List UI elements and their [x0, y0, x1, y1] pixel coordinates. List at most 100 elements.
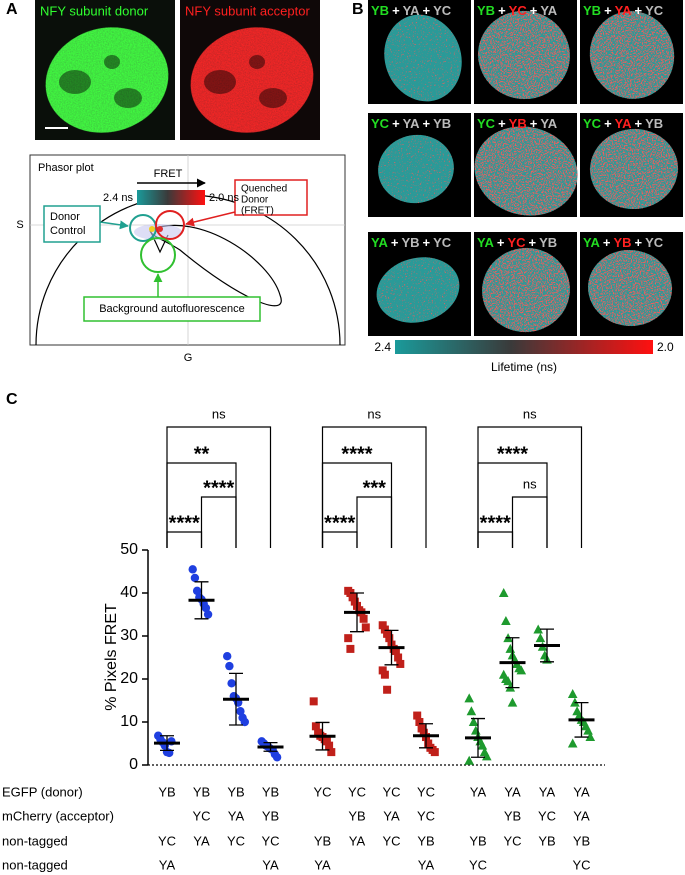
row-value: YC [158, 833, 176, 848]
row-value: YB [504, 808, 521, 823]
significance-label: ns [523, 406, 537, 421]
data-point [309, 697, 318, 706]
row-value: YA [573, 784, 590, 799]
data-point [498, 588, 509, 597]
row-value: YA [314, 857, 331, 872]
row-value: YB [348, 808, 365, 823]
row-value: YA [349, 833, 366, 848]
significance-bracket [321, 531, 358, 548]
row-value: YC [417, 784, 435, 799]
row-value: YC [503, 833, 521, 848]
row-value: YB [158, 784, 175, 799]
tile-label-part: + [604, 116, 612, 131]
tile-label: YB + YA + YC [583, 3, 664, 18]
fret-speckle [384, 14, 462, 102]
data-point [348, 593, 357, 602]
data-point [516, 665, 527, 675]
data-point [311, 722, 320, 731]
y-tick-label: 40 [120, 584, 138, 601]
row-value: YC [469, 857, 487, 872]
y-tick-label: 0 [129, 756, 138, 773]
data-point [385, 634, 394, 643]
tile-label-part: YB [433, 116, 451, 131]
significance-label: ns [367, 406, 381, 421]
lifetime-colorbar [395, 340, 653, 354]
row-value: YA [228, 808, 245, 823]
data-point [503, 676, 513, 686]
data-point [236, 707, 245, 716]
tile-label-part: + [530, 3, 538, 18]
fret-speckle [474, 126, 578, 216]
y-tick-label: 10 [120, 713, 138, 730]
tile-label-part: YA [403, 3, 420, 18]
tile-label-part: YC [507, 235, 526, 250]
acceptor-label: NFY subunit acceptor [185, 3, 310, 18]
data-point [223, 652, 232, 661]
data-point [380, 625, 389, 634]
tile-label-part: + [530, 116, 538, 131]
donor-box [43, 205, 101, 243]
row-value: YC [313, 784, 331, 799]
tile-label-part: + [603, 235, 611, 250]
fret-speckle [589, 11, 675, 99]
tile-label-part: YC [433, 3, 452, 18]
data-point [430, 748, 439, 757]
data-point [468, 717, 479, 726]
data-point [272, 753, 282, 762]
quenched-label: (FRET) [241, 206, 274, 217]
significance-label: **** [480, 512, 511, 534]
row-value: YA [383, 808, 400, 823]
significance-label: ** [194, 443, 210, 465]
fret-speckle [378, 134, 454, 204]
tile-label: YC + YA + YB [583, 116, 663, 131]
tile-label-part: + [498, 116, 506, 131]
data-point [471, 725, 481, 735]
data-point [383, 685, 392, 694]
row-value: YA [262, 857, 279, 872]
nucleoli [59, 55, 287, 108]
donor-label: NFY subunit donor [40, 3, 149, 18]
row-label: EGFP (donor) [2, 784, 83, 799]
tile-label: YA + YB + YC [583, 235, 664, 250]
data-point [567, 738, 578, 748]
tile-label-part: YB [539, 235, 557, 250]
fret-speckle [376, 257, 460, 323]
donor-control-label: Donor [50, 211, 80, 223]
quenched-arrow [185, 211, 236, 227]
data-point [327, 748, 336, 757]
tile-label-part: + [635, 116, 643, 131]
row-value: YC [538, 808, 556, 823]
data-point [350, 597, 359, 606]
significance-label: **** [341, 443, 372, 465]
tile-label: YC + YB + YA [477, 116, 558, 131]
row-value: YA [539, 784, 556, 799]
data-point [325, 741, 334, 750]
tile-label-part: YC [583, 116, 602, 131]
significance-bracket [200, 496, 237, 548]
tile-label-part: YC [371, 116, 390, 131]
row-value: YA [159, 857, 176, 872]
data-point [417, 724, 426, 733]
donor-nucleus [45, 27, 169, 133]
phasor-center [157, 226, 163, 232]
row-label: non-tagged [2, 833, 68, 848]
tile-label-part: YA [477, 235, 494, 250]
significance-bracket [477, 531, 514, 548]
phasor-loop [149, 224, 282, 307]
tile-label-part: YA [403, 116, 420, 131]
tile-label-part: + [635, 3, 643, 18]
data-point [378, 621, 387, 630]
tile-label-part: + [423, 3, 431, 18]
tile-label-part: YA [371, 235, 388, 250]
data-point [188, 565, 197, 574]
tile-label-part: YA [540, 3, 557, 18]
g-label: G [184, 352, 193, 364]
data-point [192, 586, 202, 596]
data-point [535, 633, 546, 643]
acceptor-nucleus [190, 27, 314, 133]
data-point [383, 629, 392, 638]
tile-label-part: YC [509, 3, 528, 18]
data-point [424, 739, 433, 748]
tile-label: YB + YC + YA [477, 3, 558, 18]
significance-label: ns [523, 476, 537, 491]
